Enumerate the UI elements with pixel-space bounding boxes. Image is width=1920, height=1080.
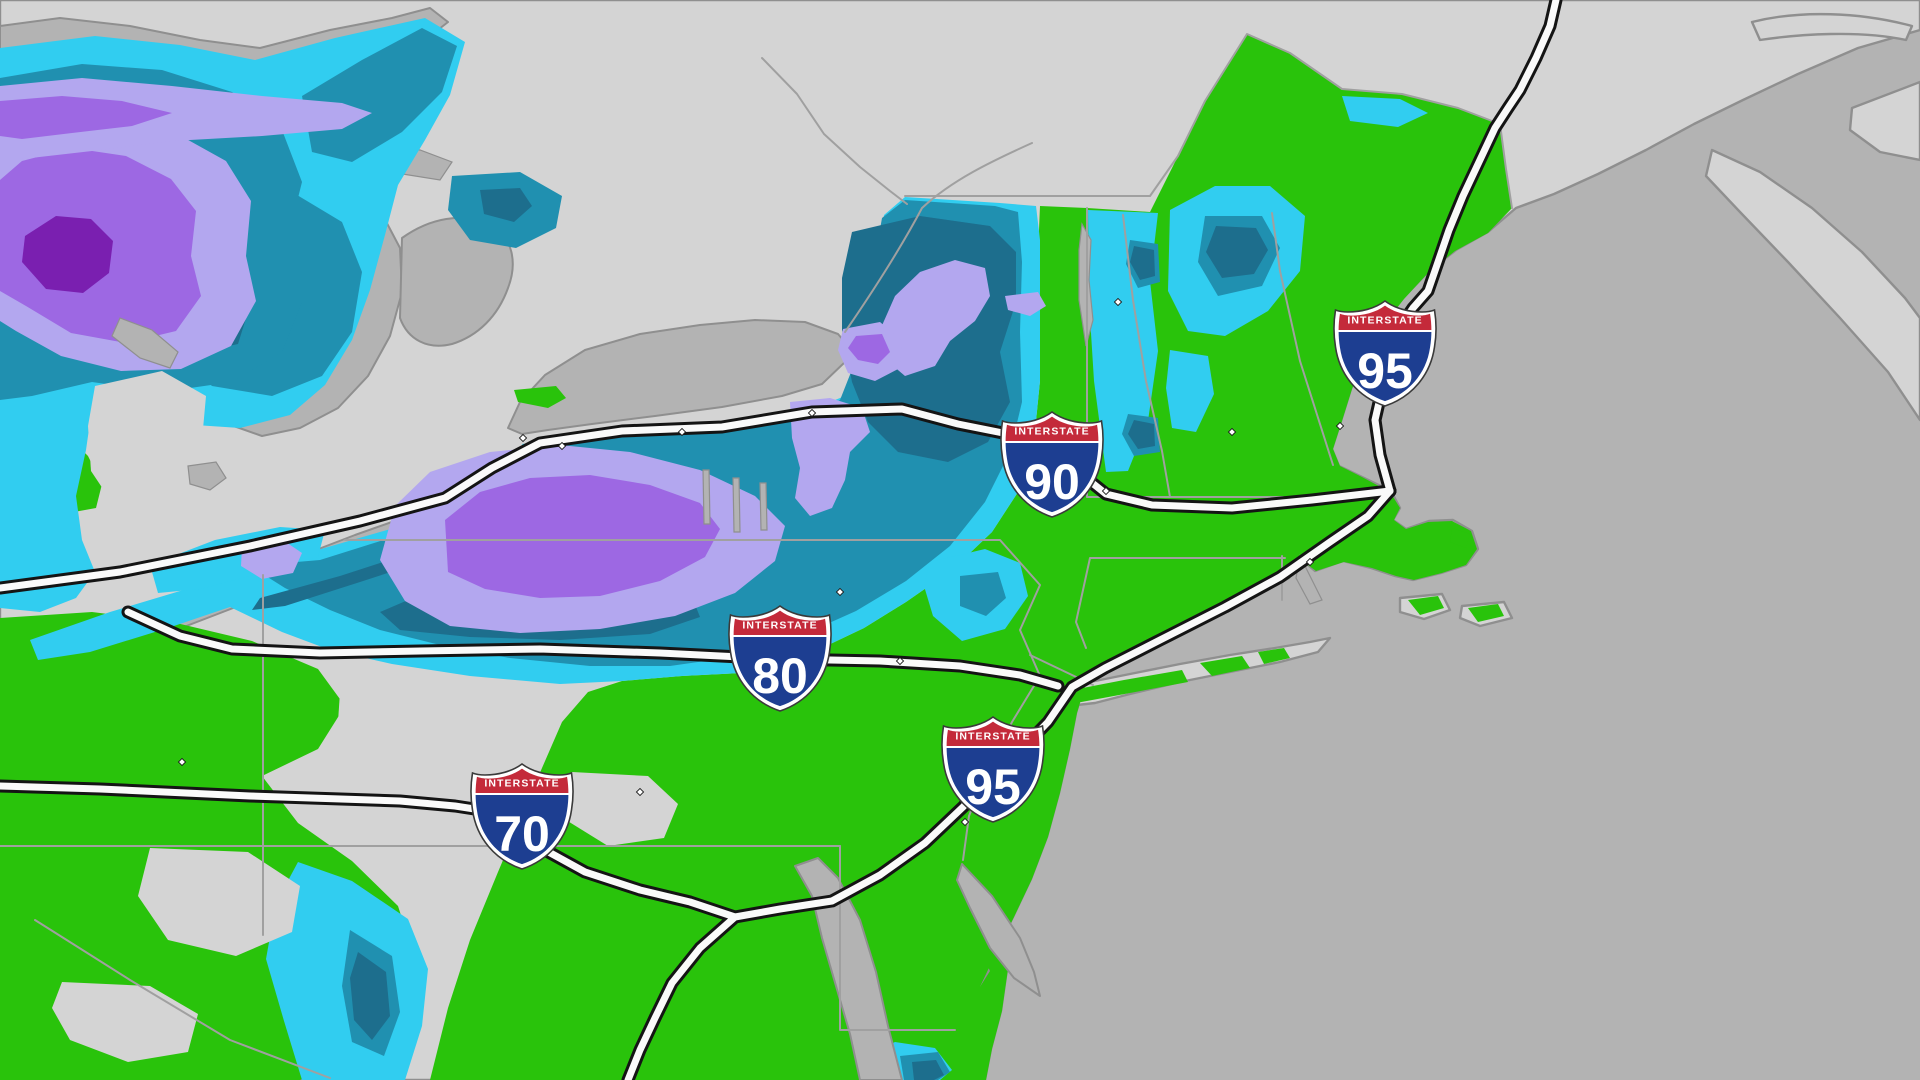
i90-road	[0, 405, 1394, 592]
bays-layer	[111, 222, 1323, 1080]
snowband-light-adirondack-main	[880, 260, 990, 376]
heavy-snow-appalachian-core	[350, 952, 390, 1040]
border-nh-me	[1271, 212, 1334, 466]
shield-route-number: 95	[1357, 343, 1413, 399]
shield-interstate-label: INTERSTATE	[742, 620, 817, 632]
finger-lake-3	[759, 482, 768, 531]
border-vt-nh	[1122, 214, 1171, 498]
city-marker-icon	[635, 787, 645, 797]
snowband-medium-adirondack	[848, 334, 890, 364]
shield-interstate-label: INTERSTATE	[955, 731, 1030, 743]
city-marker-icon	[807, 408, 817, 418]
shield-interstate-label: INTERSTATE	[1347, 315, 1422, 327]
dry-area-michigan-thumb	[88, 371, 206, 516]
rain-patch-long-island-west	[1062, 670, 1188, 703]
snowband-dark-upper-peninsula	[22, 216, 113, 293]
heavy-snow-sault-core	[480, 188, 532, 222]
rain-patch-cape-cod	[1450, 528, 1470, 548]
city-marker-icon	[835, 587, 845, 597]
heavy-snow-bottom-core	[912, 1060, 944, 1080]
city-marker-icon	[1305, 557, 1315, 567]
city-marker-icon	[677, 427, 687, 437]
rain-patch-nantucket	[1468, 604, 1504, 622]
i80-road	[124, 608, 1062, 690]
city-marker-icon	[960, 817, 970, 827]
border-wv-va	[34, 919, 331, 1079]
rain-patch-long-island-east	[1258, 648, 1290, 664]
st-lawrence-river	[844, 142, 1033, 333]
shield-route-number: 80	[752, 648, 808, 704]
city-marker-layer	[177, 297, 1385, 827]
heavy-snow-north-nh-core	[1206, 226, 1268, 278]
dry-area-west-virginia	[52, 982, 198, 1062]
snow-core-catskills	[960, 572, 1006, 616]
city-marker-icon	[518, 433, 528, 443]
shield-route-number: 70	[494, 806, 550, 862]
rain-patch-niagara	[514, 386, 566, 408]
snowband-light-adk-sliver	[1005, 292, 1046, 316]
chesapeake-bay	[794, 857, 903, 1080]
city-marker-icon	[557, 441, 567, 451]
lake-st-clair	[187, 461, 227, 491]
city-marker-icon	[1101, 486, 1111, 496]
dry-area-southwest-pa	[138, 848, 300, 956]
mix-patch-north-maine	[1342, 96, 1428, 127]
snowband-medium-western-ny	[445, 475, 720, 598]
nova-scotia	[1704, 148, 1920, 422]
cape-breton	[1848, 80, 1920, 162]
shield-interstate-label: INTERSTATE	[484, 778, 559, 790]
shield-interstate-label: INTERSTATE	[1014, 426, 1089, 438]
prince-edward-island	[1750, 12, 1914, 42]
shield-route-number: 90	[1024, 454, 1080, 510]
heavy-snow-erie-shore	[252, 514, 505, 610]
heavy-snow-vermont-north	[1130, 246, 1155, 280]
border-ottawa-river	[761, 57, 908, 205]
mix-blob-white-mountains	[1166, 350, 1214, 432]
snowband-light-superior-shore	[0, 78, 372, 159]
city-marker-icon	[1113, 297, 1123, 307]
finger-lake-2	[732, 477, 741, 533]
border-delaware	[839, 845, 956, 1031]
city-marker-icon	[895, 656, 905, 666]
dry-area-layer	[52, 371, 678, 1062]
city-marker-icon	[1335, 421, 1345, 431]
finger-lake-1	[702, 469, 711, 525]
snowband-medium-superior-shore	[0, 96, 172, 139]
dry-area-central-pa	[566, 772, 678, 846]
shield-route-number: 95	[965, 759, 1021, 815]
snowband-light-tug-hill	[790, 398, 870, 516]
saginaw-bay	[111, 317, 179, 369]
delaware-bay	[956, 863, 1041, 997]
rain-patch-long-island-mid	[1200, 656, 1250, 676]
city-marker-icon	[177, 757, 187, 767]
rain-patch-marthas-vineyard	[1408, 596, 1444, 615]
dry-area-north-central-pa	[336, 692, 545, 796]
heavy-snow-vermont-south	[1128, 420, 1155, 449]
interstate-shield-80: INTERSTATE 80	[728, 605, 832, 712]
city-marker-icon	[1227, 427, 1237, 437]
